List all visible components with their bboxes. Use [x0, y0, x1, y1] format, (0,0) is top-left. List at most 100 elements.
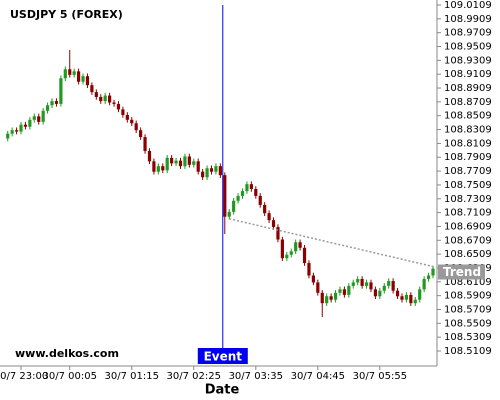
candle-body	[108, 95, 112, 103]
candle-body	[307, 263, 311, 276]
candle-body	[121, 109, 125, 115]
candle-body	[276, 227, 280, 240]
x-axis-title: Date	[205, 383, 240, 398]
y-tick-label: 108.5109	[444, 346, 492, 357]
y-tick-label: 108.9509	[444, 42, 492, 53]
candle-body	[174, 160, 178, 164]
candle-body	[165, 157, 169, 171]
candle-body	[342, 289, 346, 295]
candle-body	[143, 137, 147, 151]
y-tick-label: 108.8109	[444, 138, 492, 149]
candle-body	[413, 299, 417, 304]
candle-body	[37, 116, 41, 122]
candle-body	[258, 195, 262, 205]
candle-body	[320, 292, 324, 304]
y-tick-label: 108.5309	[444, 332, 492, 343]
candle-body	[338, 289, 342, 293]
candle-body	[41, 110, 45, 122]
y-tick-label: 108.5709	[444, 304, 492, 315]
candle-body	[59, 78, 63, 104]
event-label: Event	[204, 350, 243, 364]
y-tick-label: 108.7709	[444, 166, 492, 177]
candle-body	[161, 166, 165, 171]
candle-body	[289, 251, 293, 255]
candle-body	[311, 275, 315, 283]
candle-body	[125, 114, 129, 120]
event-label-box	[197, 348, 248, 364]
x-tick-label: 30/7 03:35	[229, 371, 283, 382]
candle-body	[409, 294, 413, 304]
candle-body	[32, 116, 36, 120]
candle-body	[90, 85, 94, 93]
candle-body	[201, 171, 205, 178]
y-tick-label: 108.7109	[444, 208, 492, 219]
candle-body	[364, 282, 369, 286]
candle-body	[205, 168, 209, 178]
y-tick-label: 108.5509	[444, 318, 492, 329]
candle-body	[50, 101, 54, 106]
candle-body	[214, 166, 218, 172]
candle-body	[271, 220, 276, 228]
candle-body	[360, 278, 364, 286]
candle-body	[227, 211, 231, 217]
x-tick-label: 30/7 04:45	[291, 371, 345, 382]
x-tick-label: 30/7 02:25	[167, 371, 221, 382]
candle-body	[19, 124, 23, 132]
candle-body	[294, 242, 298, 252]
candle-body	[431, 268, 435, 276]
candle-body	[209, 168, 214, 172]
candle-body	[223, 175, 227, 217]
candle-body	[156, 166, 160, 172]
watermark: www.delkos.com	[15, 347, 119, 360]
candle-body	[54, 101, 59, 104]
candle-body	[147, 150, 152, 162]
candle-body	[400, 296, 404, 300]
candle-body	[316, 282, 320, 293]
y-tick-label: 108.8509	[444, 111, 492, 122]
y-tick-label: 108.7309	[444, 194, 492, 205]
y-tick-label: 109.0109	[444, 0, 492, 11]
candle-body	[72, 71, 76, 75]
y-tick-label: 108.9309	[444, 55, 492, 66]
candle-body	[351, 282, 355, 286]
candle-body	[369, 282, 373, 290]
candle-body	[263, 204, 267, 214]
candle-body	[280, 239, 284, 259]
candle-body	[382, 285, 386, 291]
candle-body	[6, 133, 10, 139]
candle-body	[63, 69, 67, 79]
y-tick-label: 108.9909	[444, 14, 492, 25]
y-tick-label: 108.6509	[444, 249, 492, 260]
candle-body	[139, 130, 143, 138]
candle-body	[218, 166, 222, 176]
candle-body	[94, 92, 98, 97]
y-tick-label: 108.5909	[444, 291, 492, 302]
candle-body	[178, 160, 183, 167]
candle-body	[99, 96, 103, 102]
candle-body	[103, 95, 107, 102]
candle-body	[236, 195, 240, 201]
candle-body	[28, 119, 32, 127]
candle-body	[404, 294, 409, 300]
candle-body	[422, 278, 426, 290]
trend-label: Trend	[443, 265, 481, 279]
y-tick-label: 108.9709	[444, 28, 492, 39]
x-tick-label: 30/7 00:05	[43, 371, 97, 382]
y-tick-label: 108.8709	[444, 97, 492, 108]
candle-body	[196, 161, 200, 172]
candle-body	[373, 289, 378, 297]
candle-body	[356, 278, 360, 283]
y-tick-label: 108.7509	[444, 180, 492, 191]
candle-body	[285, 254, 289, 259]
y-tick-label: 108.8309	[444, 125, 492, 136]
candle-body	[249, 184, 253, 190]
candle-body	[298, 242, 302, 248]
y-tick-label: 108.6709	[444, 235, 492, 246]
candle-body	[116, 103, 121, 110]
candle-body	[183, 156, 187, 167]
candle-body	[325, 296, 329, 304]
candle-body	[426, 275, 431, 279]
y-tick-label: 108.6909	[444, 221, 492, 232]
